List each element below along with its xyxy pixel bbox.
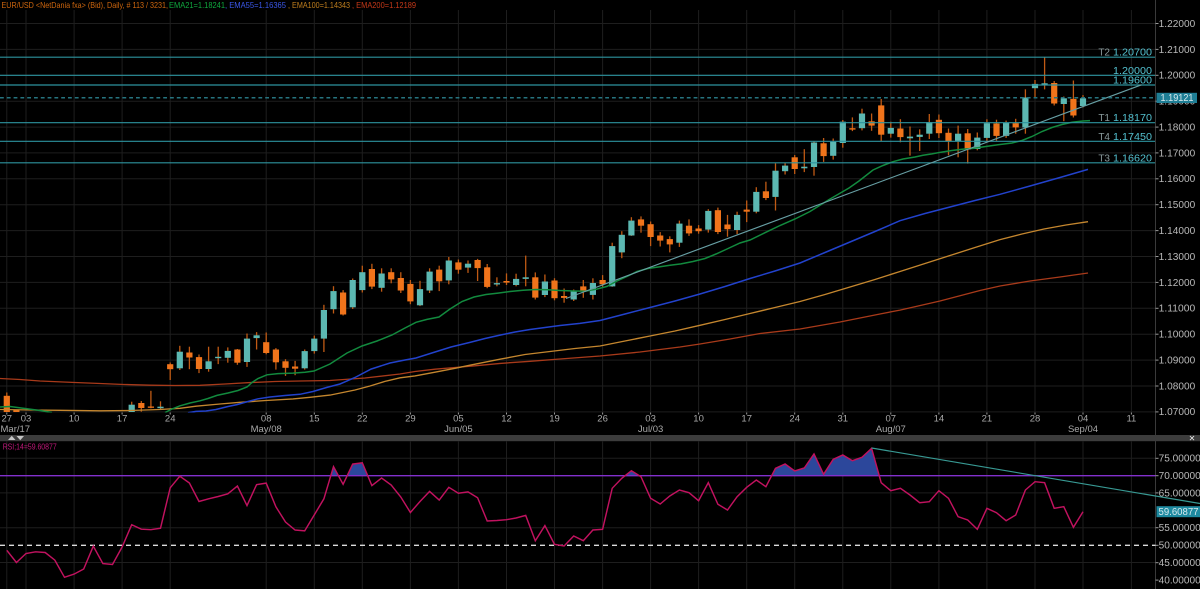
svg-text:07: 07: [886, 414, 897, 425]
svg-text:1.21000: 1.21000: [1159, 45, 1196, 56]
svg-text:1.20700: 1.20700: [1113, 48, 1152, 59]
svg-text:1.17450: 1.17450: [1113, 132, 1152, 143]
svg-text:03: 03: [21, 414, 32, 425]
svg-text:EMA21=1.18241: EMA21=1.18241: [169, 0, 225, 10]
svg-text:1.09000: 1.09000: [1159, 356, 1196, 367]
svg-text:14: 14: [934, 414, 945, 425]
svg-text:28: 28: [1030, 414, 1041, 425]
svg-text:10: 10: [69, 414, 80, 425]
svg-text:Aug/07: Aug/07: [876, 424, 906, 435]
svg-text:65.00000: 65.00000: [1159, 488, 1200, 499]
svg-text:1.07000: 1.07000: [1159, 407, 1196, 418]
svg-text:1.19600: 1.19600: [1113, 76, 1152, 87]
svg-text:55.00000: 55.00000: [1159, 523, 1200, 534]
svg-text:May/08: May/08: [251, 424, 282, 435]
svg-text:10: 10: [693, 414, 704, 425]
svg-text:17: 17: [741, 414, 752, 425]
svg-text:RSI;14=59.60877: RSI;14=59.60877: [3, 442, 57, 452]
svg-text:1.15000: 1.15000: [1159, 200, 1196, 211]
svg-text:T4: T4: [1098, 132, 1110, 143]
svg-text:1.13000: 1.13000: [1159, 252, 1196, 263]
svg-text:75.00000: 75.00000: [1159, 454, 1200, 465]
svg-text:1.14000: 1.14000: [1159, 226, 1196, 237]
svg-text:T3: T3: [1098, 153, 1110, 164]
svg-text:1.20000: 1.20000: [1113, 66, 1152, 77]
svg-text:T1: T1: [1098, 113, 1110, 124]
svg-text:26: 26: [597, 414, 608, 425]
svg-text:24: 24: [789, 414, 800, 425]
svg-text:, EMA200=1.12189: , EMA200=1.12189: [352, 0, 416, 10]
svg-text:59.60877: 59.60877: [1159, 507, 1199, 518]
svg-text:1.12000: 1.12000: [1159, 278, 1196, 289]
svg-text:21: 21: [982, 414, 993, 425]
svg-text:08: 08: [261, 414, 272, 425]
svg-text:70.00000: 70.00000: [1159, 471, 1200, 482]
svg-text:03: 03: [645, 414, 656, 425]
svg-text:1.18170: 1.18170: [1113, 113, 1152, 124]
svg-text:1.10000: 1.10000: [1159, 330, 1196, 341]
svg-text:Jun/05: Jun/05: [444, 424, 473, 435]
svg-text:29: 29: [405, 414, 416, 425]
svg-text:17: 17: [117, 414, 128, 425]
svg-text:27: 27: [2, 414, 13, 425]
svg-text:22: 22: [357, 414, 368, 425]
svg-text:1.20000: 1.20000: [1159, 71, 1196, 82]
svg-text:1.08000: 1.08000: [1159, 381, 1196, 392]
svg-text:31: 31: [838, 414, 849, 425]
svg-text:1.11000: 1.11000: [1159, 304, 1196, 315]
svg-text:, EMA55=1.16365: , EMA55=1.16365: [225, 0, 286, 10]
svg-text:Sep/04: Sep/04: [1068, 424, 1098, 435]
svg-text:1.16000: 1.16000: [1159, 174, 1196, 185]
svg-text:40.00000: 40.00000: [1159, 576, 1200, 587]
svg-text:19: 19: [549, 414, 560, 425]
svg-text:T2: T2: [1098, 48, 1110, 59]
svg-text:EUR/USD <NetDania fxa> (Bid),: EUR/USD <NetDania fxa> (Bid), Daily, # 1…: [2, 0, 169, 10]
svg-text:24: 24: [165, 414, 176, 425]
svg-text:04: 04: [1078, 414, 1089, 425]
svg-text:15: 15: [309, 414, 320, 425]
svg-text:, EMA100=1.14343: , EMA100=1.14343: [288, 0, 350, 10]
svg-text:1.18000: 1.18000: [1159, 123, 1196, 134]
svg-text:12: 12: [501, 414, 512, 425]
svg-text:1.17000: 1.17000: [1159, 148, 1196, 159]
svg-text:Jul/03: Jul/03: [638, 424, 663, 435]
svg-text:11: 11: [1126, 414, 1136, 425]
svg-text:05: 05: [453, 414, 464, 425]
svg-text:45.00000: 45.00000: [1159, 558, 1200, 569]
svg-text:1.16620: 1.16620: [1113, 153, 1152, 164]
svg-text:Mar/17: Mar/17: [1, 424, 31, 435]
svg-text:50.00000: 50.00000: [1159, 541, 1200, 552]
svg-text:✕: ✕: [1189, 434, 1196, 443]
svg-text:1.19121: 1.19121: [1161, 93, 1194, 104]
svg-text:1.22000: 1.22000: [1159, 19, 1196, 30]
